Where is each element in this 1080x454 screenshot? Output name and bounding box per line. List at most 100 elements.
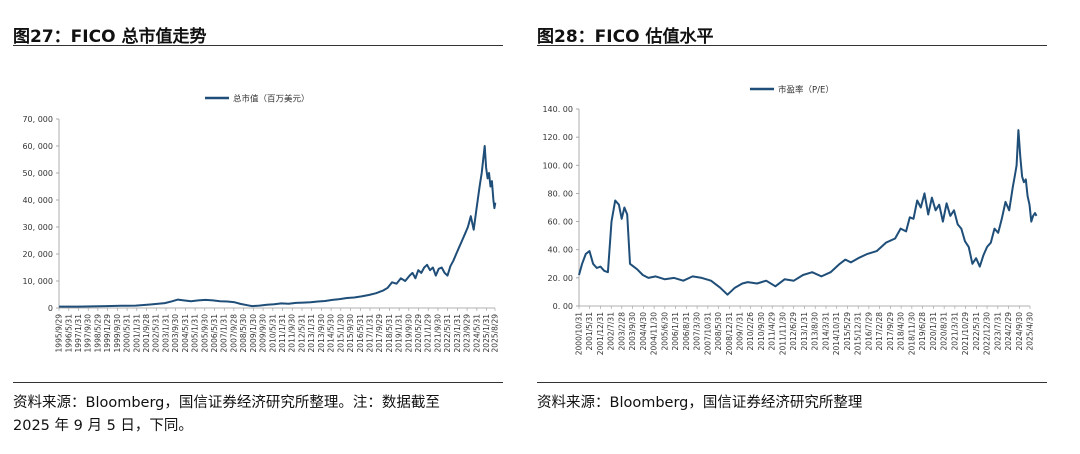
x-tick-label-1: 2011/4/29 [768,312,777,351]
x-tick-label-0: 2025/1/31 [482,314,491,353]
x-tick-label-1: 2012/6/29 [789,312,798,351]
x-tick-label-1: 2014/10/31 [832,312,841,355]
x-tick-label-1: 2022/12/30 [983,312,992,355]
x-tick-label-1: 2022/5/31 [972,312,981,351]
x-tick-label-0: 2002/5/31 [152,314,161,353]
x-tick-label-0: 2017/9/29 [375,314,384,353]
x-tick-label-1: 2014/3/31 [822,312,831,351]
figure-27-source-note: 资料来源：Bloomberg，国信证券经济研究所整理。注：数据截至 2025 年… [13,392,440,438]
x-tick-label-0: 2007/1/31 [220,314,229,353]
x-tick-label-1: 2018/4/30 [897,312,906,351]
x-tick-label-1: 2015/12/31 [854,312,863,355]
y-tick-label-0: 50, 000 [22,169,53,178]
x-tick-label-0: 1997/9/30 [84,314,93,353]
figure-27-source-line-1: 资料来源：Bloomberg，国信证券经济研究所整理。注：数据截至 [13,395,440,411]
x-tick-label-1: 2016/7/29 [864,312,873,351]
y-tick-label-0: 20, 000 [22,250,53,259]
x-tick-label-0: 2015/1/30 [336,314,345,353]
x-tick-label-1: 2007/10/31 [703,312,712,355]
x-tick-label-1: 2020/8/31 [940,312,949,351]
x-tick-label-1: 2019/6/28 [918,312,927,351]
x-tick-label-1: 2004/4/30 [639,312,648,351]
figure-28-title: 图28：FICO 估值水平 [537,27,714,47]
x-tick-label-1: 2002/7/31 [607,312,616,351]
x-tick-label-1: 2017/9/29 [886,312,895,351]
x-tick-label-0: 1996/5/31 [64,314,73,353]
y-tick-label-1: 60. 00 [548,218,573,227]
legend-label-0: 总市值（百万美元） [233,94,310,105]
x-tick-label-1: 2024/2/29 [1004,312,1013,351]
x-tick-label-1: 2004/11/30 [650,312,659,355]
x-tick-label-0: 2000/5/31 [123,314,132,353]
x-tick-label-1: 2021/3/31 [950,312,959,351]
x-tick-label-0: 2005/9/30 [200,314,209,353]
x-tick-label-0: 2022/5/31 [443,314,452,353]
y-tick-label-0: 30, 000 [22,223,53,232]
x-tick-label-0: 2007/9/28 [229,314,238,353]
x-tick-label-0: 2011/1/31 [278,314,287,353]
y-tick-label-1: 80. 00 [548,189,573,198]
y-tick-label-1: 40. 00 [548,246,573,255]
pe-ratio-line-chart: 市盈率（P/E） 0. 00 20. 00 40. 00 60. 00 80. 00 100… [542,85,1038,355]
x-tick-label-1: 2007/3/30 [693,312,702,351]
x-tick-label-0: 2010/5/31 [268,314,277,353]
x-tick-label-1: 2010/9/30 [757,312,766,351]
x-tick-label-0: 1995/9/29 [55,314,64,353]
x-tick-label-1: 2001/12/31 [596,312,605,355]
legend-label-1: 市盈率（P/E） [778,85,834,96]
x-tick-label-0: 2014/5/30 [327,314,336,353]
x-tick-label-1: 2006/1/31 [671,312,680,351]
x-tick-label-0: 2009/9/30 [259,314,268,353]
figure-27-title: 图27：FICO 总市值走势 [13,27,207,47]
x-tick-label-0: 1997/1/31 [74,314,83,353]
x-tick-label-0: 2021/1/29 [424,314,433,353]
y-tick-label-0: 60, 000 [22,142,53,151]
x-tick-label-0: 1998/5/29 [93,314,102,353]
x-tick-label-1: 2000/10/31 [575,312,584,355]
x-tick-label-1: 2003/2/28 [617,312,626,351]
x-tick-label-1: 2010/2/26 [746,312,755,351]
x-tick-label-1: 2025/4/30 [1026,312,1035,351]
x-tick-label-1: 2008/12/31 [725,312,734,355]
x-tick-label-0: 2015/9/30 [346,314,355,353]
y-tick-label-1: 120. 00 [542,133,573,142]
x-tick-label-1: 2021/10/29 [961,312,970,355]
x-tick-label-1: 2018/11/30 [907,312,916,355]
x-tick-label-0: 2017/1/31 [365,314,374,353]
x-tick-label-0: 2011/9/30 [288,314,297,353]
x-tick-label-0: 2025/8/29 [491,314,500,353]
x-tick-label-1: 2020/1/31 [929,312,938,351]
x-tick-label-0: 2020/5/29 [414,314,423,353]
x-tick-label-0: 2013/1/31 [307,314,316,353]
x-tick-label-1: 2023/7/31 [993,312,1002,351]
y-tick-label-1: 20. 00 [548,274,573,283]
series-line-0 [59,145,497,308]
x-tick-label-0: 2001/1/31 [132,314,141,353]
x-tick-label-0: 2024/5/31 [472,314,481,353]
x-tick-label-0: 1999/9/30 [113,314,122,353]
x-tick-label-1: 2011/11/30 [778,312,787,355]
y-tick-label-1: 100. 00 [542,161,573,170]
figure-28-top-rule [537,45,1047,46]
x-tick-label-0: 2004/5/31 [181,314,190,353]
y-tick-label-0: 0 [48,304,53,313]
series-line-1 [578,129,1038,296]
x-tick-label-0: 2005/1/31 [191,314,200,353]
x-tick-label-0: 2013/9/30 [317,314,326,353]
x-tick-label-1: 2005/6/30 [660,312,669,351]
figure-28-bottom-rule [537,382,1047,383]
x-tick-label-0: 2018/5/31 [385,314,394,353]
x-tick-label-0: 1999/1/29 [103,314,112,353]
market-cap-line-chart: 总市值（百万美元） 0 10, 000 20, 000 30, 000 40, 000 50… [22,94,500,353]
x-tick-label-0: 2012/5/31 [297,314,306,353]
x-tick-label-1: 2003/9/30 [628,312,637,351]
x-tick-label-0: 2019/1/31 [395,314,404,353]
x-tick-label-1: 2017/2/28 [875,312,884,351]
figure-27-source-line-2: 2025 年 9 月 5 日，下同。 [13,418,193,434]
figure-27-bottom-rule [13,382,503,383]
y-tick-label-0: 70, 000 [22,115,53,124]
x-tick-label-0: 2001/9/28 [142,314,151,353]
x-tick-label-1: 2009/7/31 [736,312,745,351]
x-tick-label-1: 2024/9/30 [1015,312,1024,351]
x-tick-label-0: 2008/5/30 [239,314,248,353]
